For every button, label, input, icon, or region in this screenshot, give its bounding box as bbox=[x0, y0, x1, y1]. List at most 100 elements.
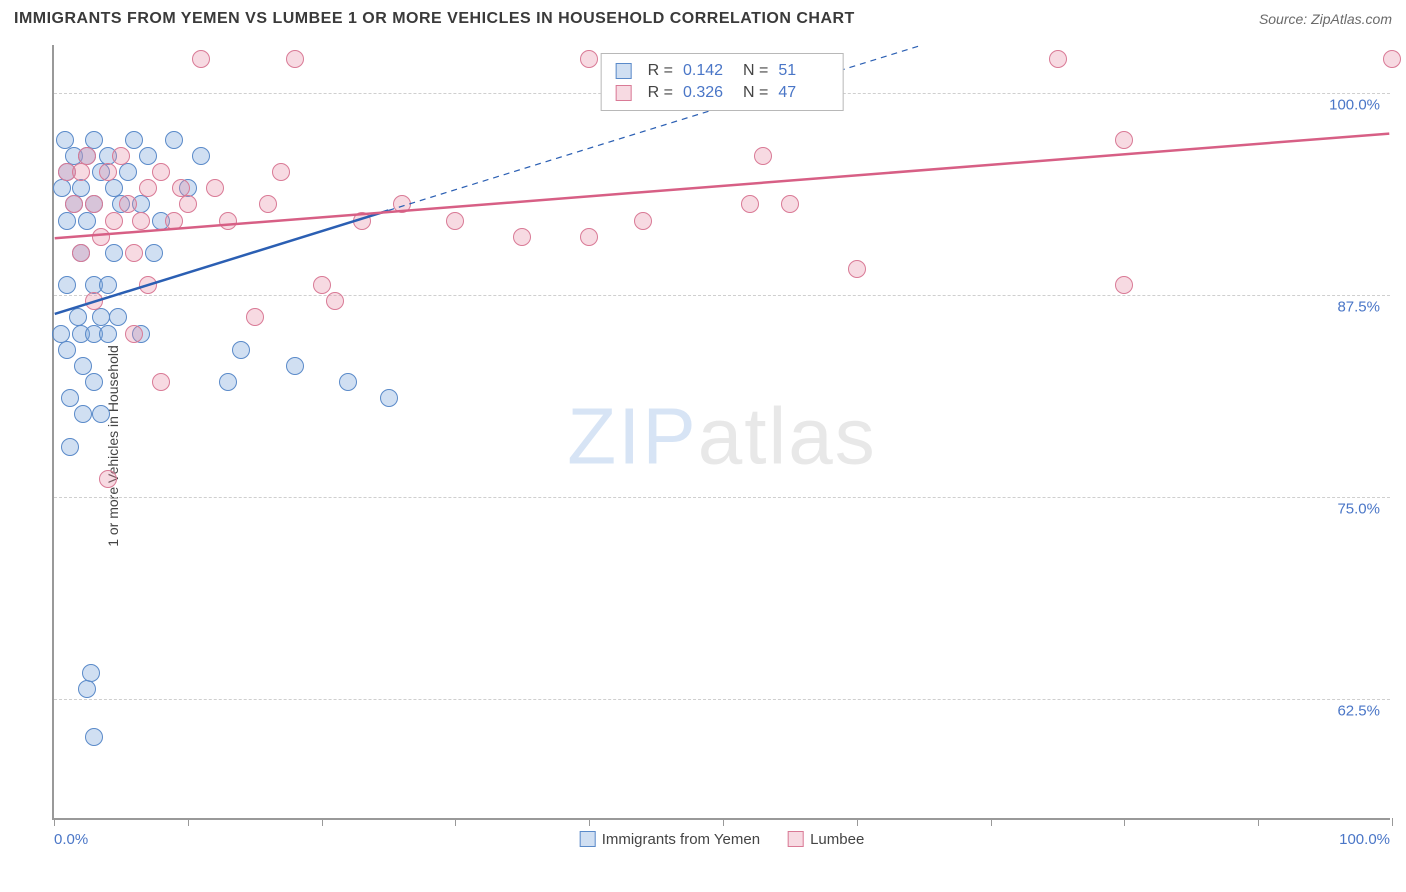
data-point bbox=[513, 228, 531, 246]
data-point bbox=[286, 50, 304, 68]
data-point bbox=[78, 212, 96, 230]
legend-item: Immigrants from Yemen bbox=[580, 831, 760, 848]
x-tick bbox=[1258, 818, 1259, 826]
chart-header: IMMIGRANTS FROM YEMEN VS LUMBEE 1 OR MOR… bbox=[0, 0, 1406, 38]
data-point bbox=[152, 163, 170, 181]
data-point bbox=[781, 195, 799, 213]
data-point bbox=[105, 244, 123, 262]
data-point bbox=[61, 438, 79, 456]
data-point bbox=[82, 664, 100, 682]
trend-lines bbox=[54, 45, 1390, 818]
data-point bbox=[634, 212, 652, 230]
data-point bbox=[85, 292, 103, 310]
x-tick bbox=[1392, 818, 1393, 826]
data-point bbox=[580, 228, 598, 246]
data-point bbox=[119, 163, 137, 181]
data-point bbox=[580, 50, 598, 68]
data-point bbox=[165, 212, 183, 230]
data-point bbox=[754, 147, 772, 165]
data-point bbox=[125, 131, 143, 149]
data-point bbox=[246, 308, 264, 326]
data-point bbox=[339, 373, 357, 391]
data-point bbox=[92, 405, 110, 423]
data-point bbox=[139, 276, 157, 294]
x-tick bbox=[188, 818, 189, 826]
data-point bbox=[1383, 50, 1401, 68]
data-point bbox=[99, 276, 117, 294]
data-point bbox=[53, 179, 71, 197]
data-point bbox=[99, 470, 117, 488]
x-axis-min-label: 0.0% bbox=[54, 831, 88, 848]
data-point bbox=[74, 357, 92, 375]
data-point bbox=[85, 195, 103, 213]
x-tick bbox=[455, 818, 456, 826]
data-point bbox=[99, 325, 117, 343]
data-point bbox=[69, 308, 87, 326]
data-point bbox=[446, 212, 464, 230]
data-point bbox=[192, 147, 210, 165]
data-point bbox=[272, 163, 290, 181]
data-point bbox=[219, 373, 237, 391]
data-point bbox=[259, 195, 277, 213]
stats-row: R =0.326N =47 bbox=[616, 82, 829, 104]
data-point bbox=[1115, 131, 1133, 149]
data-point bbox=[380, 389, 398, 407]
chart-title: IMMIGRANTS FROM YEMEN VS LUMBEE 1 OR MOR… bbox=[14, 10, 855, 28]
x-axis-max-label: 100.0% bbox=[1339, 831, 1390, 848]
data-point bbox=[58, 212, 76, 230]
data-point bbox=[326, 292, 344, 310]
data-point bbox=[165, 131, 183, 149]
data-point bbox=[119, 195, 137, 213]
x-tick bbox=[589, 818, 590, 826]
data-point bbox=[232, 341, 250, 359]
data-point bbox=[74, 405, 92, 423]
x-tick bbox=[1124, 818, 1125, 826]
data-point bbox=[85, 728, 103, 746]
correlation-stats-box: R =0.142N =51R =0.326N =47 bbox=[601, 53, 844, 111]
data-point bbox=[109, 308, 127, 326]
data-point bbox=[132, 212, 150, 230]
data-point bbox=[179, 195, 197, 213]
data-point bbox=[848, 260, 866, 278]
data-point bbox=[65, 195, 83, 213]
data-point bbox=[105, 212, 123, 230]
legend-swatch bbox=[580, 831, 596, 847]
data-point bbox=[139, 179, 157, 197]
x-tick bbox=[54, 818, 55, 826]
data-point bbox=[58, 276, 76, 294]
data-point bbox=[192, 50, 210, 68]
data-point bbox=[92, 228, 110, 246]
data-point bbox=[1049, 50, 1067, 68]
y-tick-label: 62.5% bbox=[1337, 702, 1380, 719]
data-point bbox=[1115, 276, 1133, 294]
watermark: ZIPatlas bbox=[567, 390, 876, 482]
data-point bbox=[112, 147, 130, 165]
data-point bbox=[152, 373, 170, 391]
data-point bbox=[72, 244, 90, 262]
data-point bbox=[78, 680, 96, 698]
data-point bbox=[353, 212, 371, 230]
data-point bbox=[125, 244, 143, 262]
data-point bbox=[61, 389, 79, 407]
data-point bbox=[286, 357, 304, 375]
legend: Immigrants from Yemen Lumbee bbox=[580, 831, 865, 848]
data-point bbox=[139, 147, 157, 165]
y-tick-label: 100.0% bbox=[1329, 97, 1380, 114]
legend-item: Lumbee bbox=[788, 831, 864, 848]
x-tick bbox=[723, 818, 724, 826]
data-point bbox=[313, 276, 331, 294]
legend-swatch bbox=[788, 831, 804, 847]
data-point bbox=[72, 163, 90, 181]
source-attribution: Source: ZipAtlas.com bbox=[1259, 11, 1392, 27]
legend-swatch bbox=[616, 85, 632, 101]
data-point bbox=[393, 195, 411, 213]
y-tick-label: 87.5% bbox=[1337, 299, 1380, 316]
gridline bbox=[54, 295, 1390, 296]
x-tick bbox=[857, 818, 858, 826]
y-tick-label: 75.0% bbox=[1337, 501, 1380, 518]
gridline bbox=[54, 497, 1390, 498]
legend-swatch bbox=[616, 63, 632, 79]
x-tick bbox=[322, 818, 323, 826]
data-point bbox=[219, 212, 237, 230]
data-point bbox=[85, 373, 103, 391]
